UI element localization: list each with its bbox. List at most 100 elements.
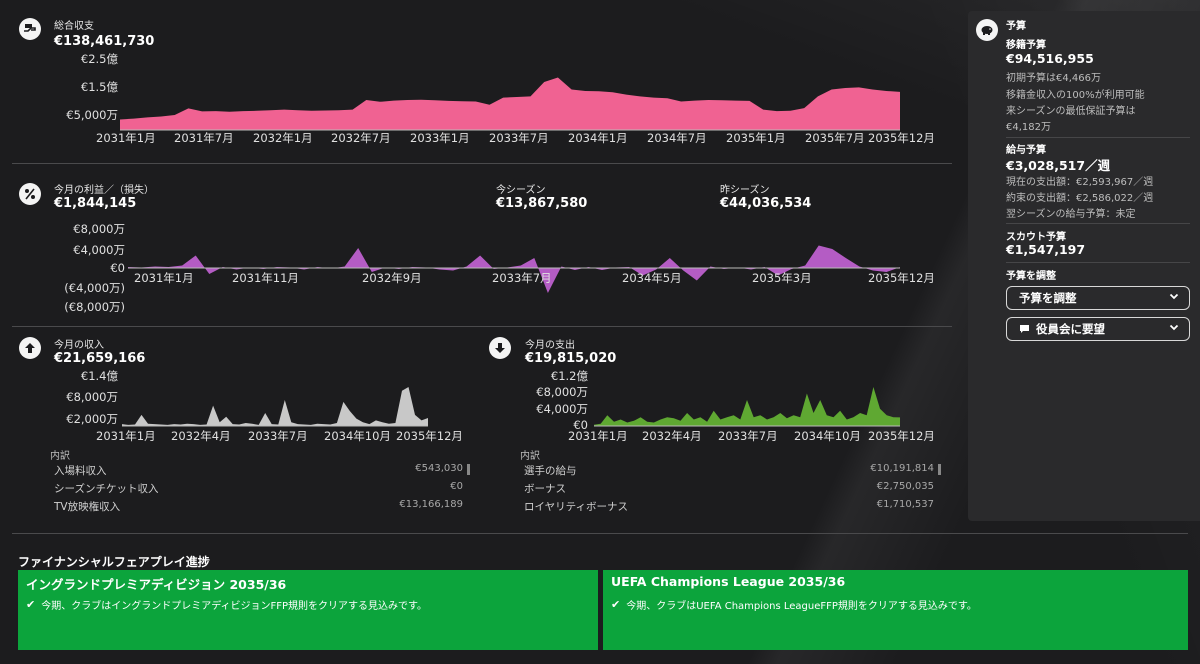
income-ytick: €2,000万 <box>66 412 118 426</box>
breakdown-label: ボーナス <box>524 483 566 495</box>
section-divider <box>12 326 952 327</box>
arrow-down-icon <box>489 337 511 359</box>
wage-budget-label: 給与予算 <box>1006 145 1046 156</box>
panel-divider <box>1006 262 1190 263</box>
overall-title: 総合収支 <box>54 21 94 32</box>
ffp-card-message-text: 今期、クラブはイングランドプレミアディビジョンFFP規則をクリアする見込みです。 <box>41 601 428 612</box>
check-icon: ✔ <box>611 598 621 611</box>
wage-next-season: 翌シーズンの給与予算：未定 <box>1006 209 1136 220</box>
transfer-budget-min-label: 来シーズンの最低保証予算は <box>1006 106 1136 117</box>
expense-ytick: €8,000万 <box>536 385 588 399</box>
x-tick-label: 2033年1月 <box>410 131 470 145</box>
x-tick-label: 2035年12月 <box>868 271 935 285</box>
x-tick-label: 2034年1月 <box>568 131 628 145</box>
overall-chart[interactable] <box>120 55 900 131</box>
scout-budget-value: €1,547,197 <box>1006 242 1086 257</box>
x-tick-label: 2035年3月 <box>752 271 812 285</box>
last-season-value: €44,036,534 <box>720 196 812 211</box>
expense-value: €19,815,020 <box>525 351 617 366</box>
x-tick-label: 2034年10月 <box>324 429 391 443</box>
transfer-budget-initial: 初期予算は€4,466万 <box>1006 73 1101 84</box>
overall-ytick: €5,000万 <box>66 108 118 122</box>
x-tick-label: 2031年7月 <box>174 131 234 145</box>
adjust-budget-label: 予算を調整 <box>1006 271 1056 282</box>
profit-chart[interactable] <box>128 228 900 308</box>
transfer-budget-revenue: 移籍金収入の100%が利用可能 <box>1006 90 1145 101</box>
ffp-card-league[interactable]: イングランドプレミアディビジョン 2035/36 ✔ 今期、クラブはイングランド… <box>18 570 598 650</box>
section-divider <box>12 533 1188 534</box>
x-tick-label: 2033年7月 <box>718 429 778 443</box>
income-ytick: €1.4億 <box>80 369 118 383</box>
x-tick-label: 2035年1月 <box>726 131 786 145</box>
chart-area-series <box>594 387 900 426</box>
overall-ytick: €2.5億 <box>80 52 118 66</box>
percent-icon <box>19 183 41 205</box>
x-tick-label: 2032年1月 <box>253 131 313 145</box>
overall-value: €138,461,730 <box>54 34 155 49</box>
chart-area-series <box>128 245 900 293</box>
profit-value: €1,844,145 <box>54 196 137 211</box>
profit-ytick: (€8,000万) <box>64 300 125 314</box>
breakdown-value: €10,191,814 <box>870 463 934 474</box>
x-tick-label: 2032年4月 <box>642 429 702 443</box>
profit-ytick: €8,000万 <box>73 222 125 236</box>
x-tick-label: 2035年12月 <box>396 429 463 443</box>
breakdown-value: €0 <box>450 481 463 492</box>
ffp-card-message: ✔ 今期、クラブはUEFA Champions LeagueFFP規則をクリアす… <box>611 597 977 612</box>
breakdown-value: €13,166,189 <box>399 499 463 510</box>
scout-budget-label: スカウト予算 <box>1006 232 1066 243</box>
transfer-budget-value: €94,516,955 <box>1006 51 1094 66</box>
x-tick-label: 2031年11月 <box>232 271 299 285</box>
profit-title: 今月の利益／（損失） <box>54 185 154 196</box>
ffp-card-name: イングランドプレミアディビジョン 2035/36 <box>26 577 287 592</box>
ffp-card-message-text: 今期、クラブはUEFA Champions LeagueFFP規則をクリアする見… <box>626 601 977 612</box>
budget-title: 予算 <box>1006 21 1026 32</box>
x-tick-label: 2031年1月 <box>134 271 194 285</box>
breakdown-bar <box>467 464 470 475</box>
expense-title: 今月の支出 <box>525 340 575 351</box>
board-request-button-label: 役員会に要望 <box>1036 322 1105 336</box>
x-tick-label: 2032年4月 <box>171 429 231 443</box>
x-tick-label: 2033年7月 <box>248 429 308 443</box>
x-tick-label: 2034年7月 <box>647 131 707 145</box>
overall-ytick: €1.5億 <box>80 80 118 94</box>
wage-committed-spend: 約束の支出額：€2,586,022／週 <box>1006 193 1154 204</box>
expense-chart[interactable] <box>594 374 900 427</box>
transfer-budget-min-value: €4,182万 <box>1006 122 1051 133</box>
adjust-budget-button-label: 予算を調整 <box>1019 291 1077 305</box>
income-value: €21,659,166 <box>54 351 146 366</box>
arrow-up-icon <box>19 337 41 359</box>
income-title: 今月の収入 <box>54 340 104 351</box>
ffp-card-name: UEFA Champions League 2035/36 <box>611 574 846 589</box>
x-tick-label: 2035年12月 <box>868 429 935 443</box>
x-tick-label: 2031年1月 <box>96 429 156 443</box>
section-divider <box>12 163 952 164</box>
x-tick-label: 2035年12月 <box>868 131 935 145</box>
chevron-down-icon <box>1169 291 1179 304</box>
breakdown-label: TV放映権収入 <box>54 501 121 513</box>
expense-ytick: €0 <box>573 418 588 432</box>
speech-bubble-icon <box>1019 324 1030 334</box>
ffp-card-ucl[interactable]: UEFA Champions League 2035/36 ✔ 今期、クラブはU… <box>603 570 1188 650</box>
chart-area-series <box>122 387 428 426</box>
wage-budget-value: €3,028,517／週 <box>1006 158 1111 173</box>
x-tick-label: 2034年5月 <box>622 271 682 285</box>
last-season-label: 昨シーズン <box>720 185 770 196</box>
breakdown-value: €1,710,537 <box>876 499 934 510</box>
profit-ytick: (€4,000万) <box>64 281 125 295</box>
board-request-button[interactable]: 役員会に要望 <box>1006 317 1190 341</box>
money-hand-icon <box>19 18 41 40</box>
budget-panel <box>968 11 1200 521</box>
panel-divider <box>1006 137 1190 138</box>
expense-ytick: €1.2億 <box>550 369 588 383</box>
breakdown-value: €543,030 <box>415 463 463 474</box>
breakdown-label: 選手の給与 <box>524 465 577 477</box>
income-ytick: €8,000万 <box>66 390 118 404</box>
breakdown-label: シーズンチケット収入 <box>54 483 159 495</box>
check-icon: ✔ <box>26 598 36 611</box>
piggy-bank-icon <box>976 19 998 41</box>
transfer-budget-label: 移籍予算 <box>1006 40 1046 51</box>
profit-ytick: €4,000万 <box>73 243 125 257</box>
adjust-budget-button[interactable]: 予算を調整 <box>1006 286 1190 310</box>
income-chart[interactable] <box>122 374 428 427</box>
